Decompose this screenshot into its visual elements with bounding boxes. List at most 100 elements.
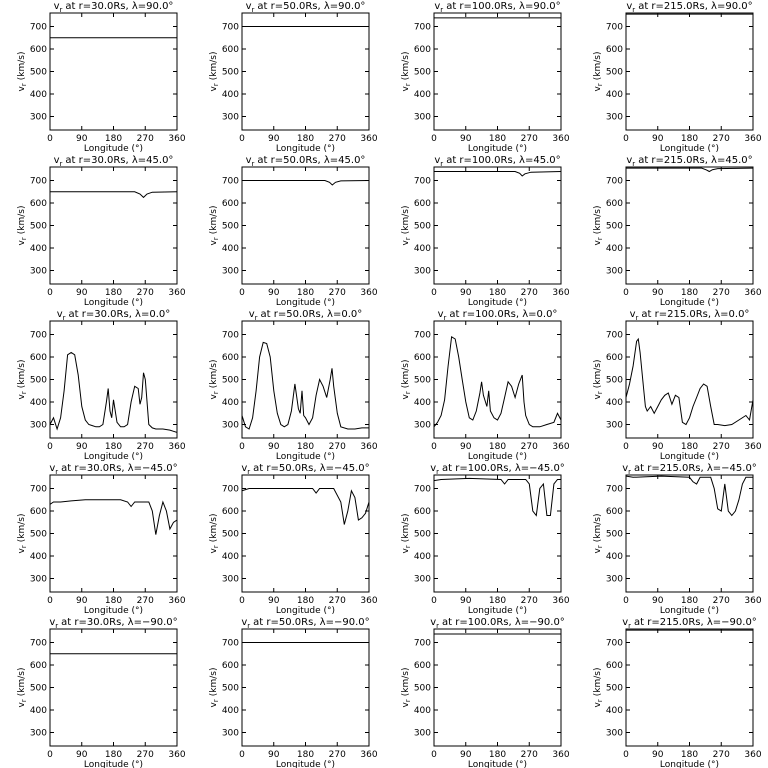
- title-subscript: r: [440, 6, 443, 14]
- x-tick-label: 180: [489, 750, 506, 760]
- plot-frame: [49, 628, 178, 747]
- y-axis-label: vr (km/s): [209, 668, 220, 708]
- y-label-text: (km/s): [401, 514, 411, 543]
- y-label-symbol: v: [209, 547, 219, 553]
- y-tick-label: 700: [606, 485, 623, 495]
- y-tick-label: 500: [606, 684, 623, 694]
- plot-frame: [625, 12, 754, 131]
- y-label-symbol: v: [209, 239, 219, 245]
- y-tick-label: 400: [606, 244, 623, 254]
- y-label-text: (km/s): [17, 52, 27, 81]
- y-label-text: (km/s): [17, 514, 27, 543]
- panel: vr at r=100.0Rs, λ=45.0°0 90 180 270 36030040…: [401, 155, 570, 308]
- x-axis-label: Longitude (°): [84, 452, 143, 462]
- title-subscript: r: [247, 622, 250, 630]
- plot-area: [50, 499, 177, 535]
- title-symbol: v: [246, 155, 252, 166]
- y-tick-label: 700: [30, 639, 47, 649]
- panel: vr at r=50.0Rs, λ=−90.0°0 90 180 270 36030040…: [209, 617, 378, 768]
- x-tick-label: 0: [623, 134, 629, 144]
- y-label-subscript: r: [20, 699, 28, 702]
- x-tick-label: 270: [521, 442, 538, 452]
- plot-frame: [49, 12, 178, 131]
- x-tick-label: 0: [239, 750, 245, 760]
- y-axis-label: vr (km/s): [209, 514, 220, 554]
- x-axis-label: Longitude (°): [84, 298, 143, 308]
- title-text: at r=50.0Rs, λ=−90.0°: [253, 617, 369, 628]
- y-tick-label: 700: [414, 485, 431, 495]
- y-label-text: (km/s): [593, 360, 603, 389]
- plot-frame: [49, 474, 178, 593]
- x-tick-label: 270: [137, 596, 154, 606]
- x-tick-label: 180: [105, 288, 122, 298]
- x-tick-label: 180: [105, 134, 122, 144]
- y-label-text: (km/s): [209, 668, 219, 697]
- y-tick-label: 400: [222, 244, 239, 254]
- y-tick-label: 700: [606, 639, 623, 649]
- plot-area: [434, 171, 561, 177]
- plot-area: [626, 475, 753, 517]
- data-line: [50, 351, 177, 433]
- x-tick-label: 0: [431, 442, 437, 452]
- x-tick-label: 0: [623, 442, 629, 452]
- data-line: [626, 475, 753, 517]
- plot-area: [50, 191, 177, 199]
- x-tick-label: 90: [652, 134, 664, 144]
- x-tick-label: 0: [431, 750, 437, 760]
- title-symbol: v: [622, 617, 628, 628]
- x-tick-label: 90: [76, 288, 88, 298]
- y-tick-label: 700: [414, 639, 431, 649]
- y-tick-label: 500: [606, 376, 623, 386]
- panel: vr at r=100.0Rs, λ=−45.0°0 90 180 270 3603004…: [401, 463, 570, 616]
- x-tick-label: 0: [239, 134, 245, 144]
- y-tick-label: 500: [414, 222, 431, 232]
- x-tick-label: 90: [652, 288, 664, 298]
- y-tick-label: 300: [30, 575, 47, 585]
- y-tick-label: 500: [222, 530, 239, 540]
- y-label-text: (km/s): [401, 52, 411, 81]
- y-tick-label: 300: [414, 575, 431, 585]
- panel: vr at r=100.0Rs, λ=0.0°0 90 180 270 360300400…: [401, 309, 570, 462]
- y-label-subscript: r: [20, 545, 28, 548]
- x-tick-label: 270: [521, 596, 538, 606]
- y-tick-label: 500: [414, 530, 431, 540]
- y-tick-label: 500: [606, 222, 623, 232]
- y-tick-label: 400: [30, 552, 47, 562]
- y-tick-label: 300: [30, 421, 47, 431]
- y-tick-label: 400: [222, 398, 239, 408]
- title-symbol: v: [241, 463, 247, 474]
- y-tick-label: 700: [30, 331, 47, 341]
- panel-title: vr at r=30.0Rs, λ=−45.0°: [49, 463, 177, 476]
- x-tick-label: 270: [521, 750, 538, 760]
- y-tick-label: 300: [606, 267, 623, 277]
- title-text: at r=100.0Rs, λ=−45.0°: [442, 463, 565, 474]
- y-label-symbol: v: [17, 547, 27, 553]
- title-text: at r=30.0Rs, λ=−45.0°: [61, 463, 177, 474]
- plot-frame: [625, 166, 754, 285]
- x-axis-label: Longitude (°): [660, 606, 719, 616]
- plot-area: [242, 180, 369, 186]
- y-label-subscript: r: [596, 237, 604, 240]
- data-line: [50, 191, 177, 199]
- x-tick-label: 0: [623, 288, 629, 298]
- y-label-text: (km/s): [593, 514, 603, 543]
- title-symbol: v: [434, 155, 440, 166]
- y-label-symbol: v: [401, 547, 411, 553]
- x-tick-label: 0: [239, 596, 245, 606]
- plot-area: [242, 488, 369, 525]
- y-label-symbol: v: [593, 85, 603, 91]
- y-tick-label: 500: [222, 68, 239, 78]
- title-text: at r=50.0Rs, λ=45.0°: [257, 155, 365, 166]
- y-tick-label: 300: [30, 113, 47, 123]
- plot-frame: [241, 474, 370, 593]
- y-label-text: (km/s): [401, 668, 411, 697]
- y-tick-label: 500: [30, 376, 47, 386]
- y-tick-label: 400: [414, 398, 431, 408]
- y-tick-label: 600: [30, 45, 47, 55]
- x-tick-label: 90: [652, 750, 664, 760]
- panel-title: vr at r=50.0Rs, λ=−45.0°: [241, 463, 369, 476]
- panel-title: vr at r=215.0Rs, λ=0.0°: [630, 309, 750, 322]
- panel-title: vr at r=100.0Rs, λ=45.0°: [434, 155, 560, 168]
- x-tick-label: 180: [297, 596, 314, 606]
- x-tick-label: 180: [489, 442, 506, 452]
